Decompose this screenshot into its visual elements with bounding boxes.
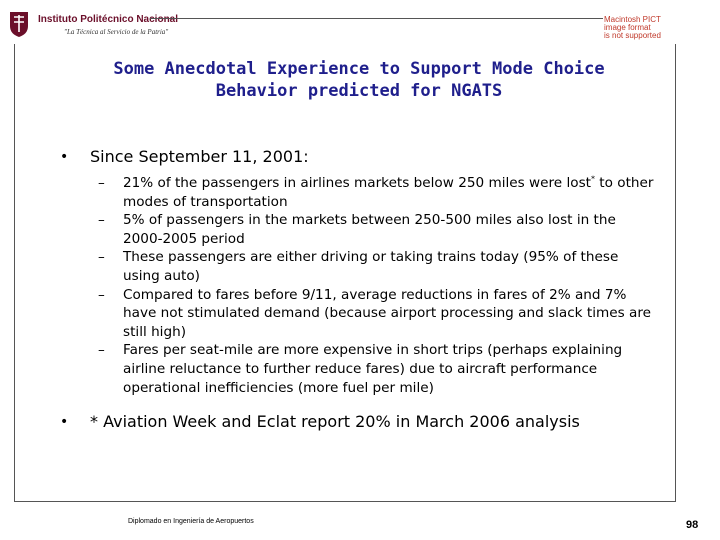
- frame-left-line: [14, 44, 15, 502]
- institution-motto: "La Técnica al Servicio de la Patria": [64, 28, 169, 36]
- missing-image-line: is not supported: [604, 31, 661, 40]
- crest-icon: [10, 12, 28, 37]
- sub-bullet-item: – These passengers are either driving or…: [98, 248, 658, 285]
- institution-logo: Instituto Politécnico Nacional "La Técni…: [4, 8, 178, 42]
- bullet-item: • * Aviation Week and Eclat report 20% i…: [60, 411, 680, 433]
- slide-title: Some Anecdotal Experience to Support Mod…: [30, 58, 688, 102]
- sub-bullet-item: – Fares per seat-mile are more expensive…: [98, 341, 658, 397]
- dash-icon: –: [98, 175, 105, 191]
- sub-bullet-item: – Compared to fares before 9/11, average…: [98, 286, 658, 342]
- institution-name: Instituto Politécnico Nacional: [38, 14, 179, 25]
- bullet-text: Since September 11, 2001:: [90, 147, 309, 166]
- bullet-text: * Aviation Week and Eclat report 20% in …: [90, 412, 580, 432]
- dash-icon: –: [98, 342, 105, 359]
- sub-bullet-text: 21% of the passengers in airlines market…: [123, 174, 654, 210]
- frame-top-line: [150, 18, 603, 19]
- dash-icon: –: [98, 249, 105, 266]
- bullet-icon: •: [60, 149, 69, 165]
- missing-image-line: image format: [604, 23, 651, 32]
- sub-bullet-item: – 21% of the passengers in airlines mark…: [98, 174, 658, 211]
- missing-image-placeholder: Macintosh PICT image format is not suppo…: [604, 16, 704, 40]
- footnote-marker: *: [590, 174, 595, 184]
- sub-bullet-text: 5% of passengers in the markets between …: [123, 212, 616, 247]
- sub-bullet-text: Compared to fares before 9/11, average r…: [123, 286, 651, 340]
- dash-icon: –: [98, 286, 105, 303]
- dash-icon: –: [98, 212, 105, 229]
- frame-right-line: [675, 44, 676, 502]
- sub-bullet-text: These passengers are either driving or t…: [123, 249, 619, 284]
- bullet-list: • Since September 11, 2001: – 21% of the…: [60, 146, 680, 433]
- sub-bullet-list: – 21% of the passengers in airlines mark…: [98, 174, 658, 397]
- bullet-icon: •: [60, 414, 69, 431]
- bullet-item: • Since September 11, 2001:: [60, 146, 680, 168]
- missing-image-line: Macintosh PICT: [604, 15, 661, 24]
- sub-bullet-item: – 5% of passengers in the markets betwee…: [98, 211, 658, 248]
- frame-bottom-line: [14, 501, 675, 502]
- footer-text: Diplomado en Ingeniería de Aeropuertos: [128, 518, 254, 525]
- sub-bullet-text: Fares per seat-mile are more expensive i…: [123, 342, 623, 396]
- page-number: 98: [686, 519, 699, 531]
- slide-title-line: Some Anecdotal Experience to Support Mod…: [113, 59, 605, 79]
- slide-title-line: Behavior predicted for NGATS: [215, 81, 503, 101]
